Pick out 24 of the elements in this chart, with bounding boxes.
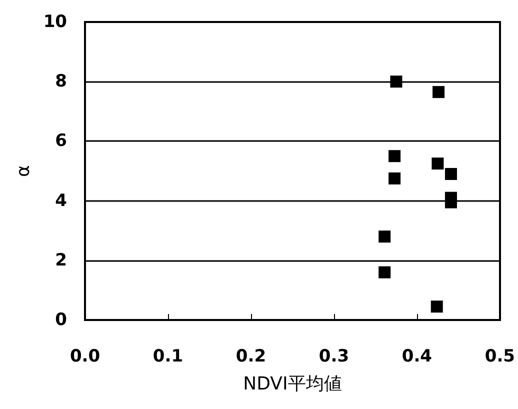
point [432,158,444,170]
y-tick-label: 2 [55,250,67,270]
point [378,230,391,243]
x-tick-label: 0.1 [152,346,184,366]
y-tick-label: 0 [55,310,68,330]
point [388,172,401,184]
y-tick-label: 10 [43,12,68,32]
point [444,168,457,180]
point [444,196,457,208]
point [378,266,391,278]
y-axis-title: α [12,165,34,177]
x-tick-label: 0.5 [484,346,516,366]
x-tick-label: 0.0 [70,346,100,366]
x-axis-title: NDVI平均値 [243,374,342,394]
point [432,86,445,98]
point [390,76,402,88]
point [430,300,443,313]
x-tick-label: 0.2 [236,346,266,366]
point [388,150,401,162]
y-tick-label: 8 [55,72,67,92]
y-tick-label: 6 [55,131,67,152]
y-tick-label: 4 [55,190,68,211]
x-tick-label: 0.3 [318,346,350,366]
x-tick-label: 0.4 [402,346,432,366]
